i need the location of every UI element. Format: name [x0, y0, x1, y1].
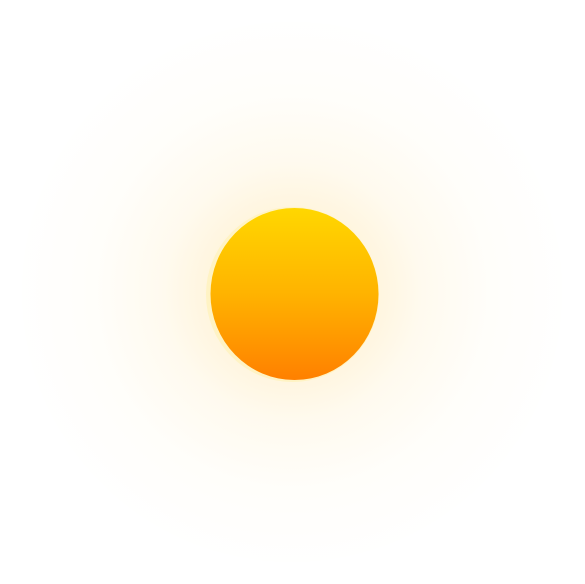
sun-icon: [206, 207, 379, 382]
